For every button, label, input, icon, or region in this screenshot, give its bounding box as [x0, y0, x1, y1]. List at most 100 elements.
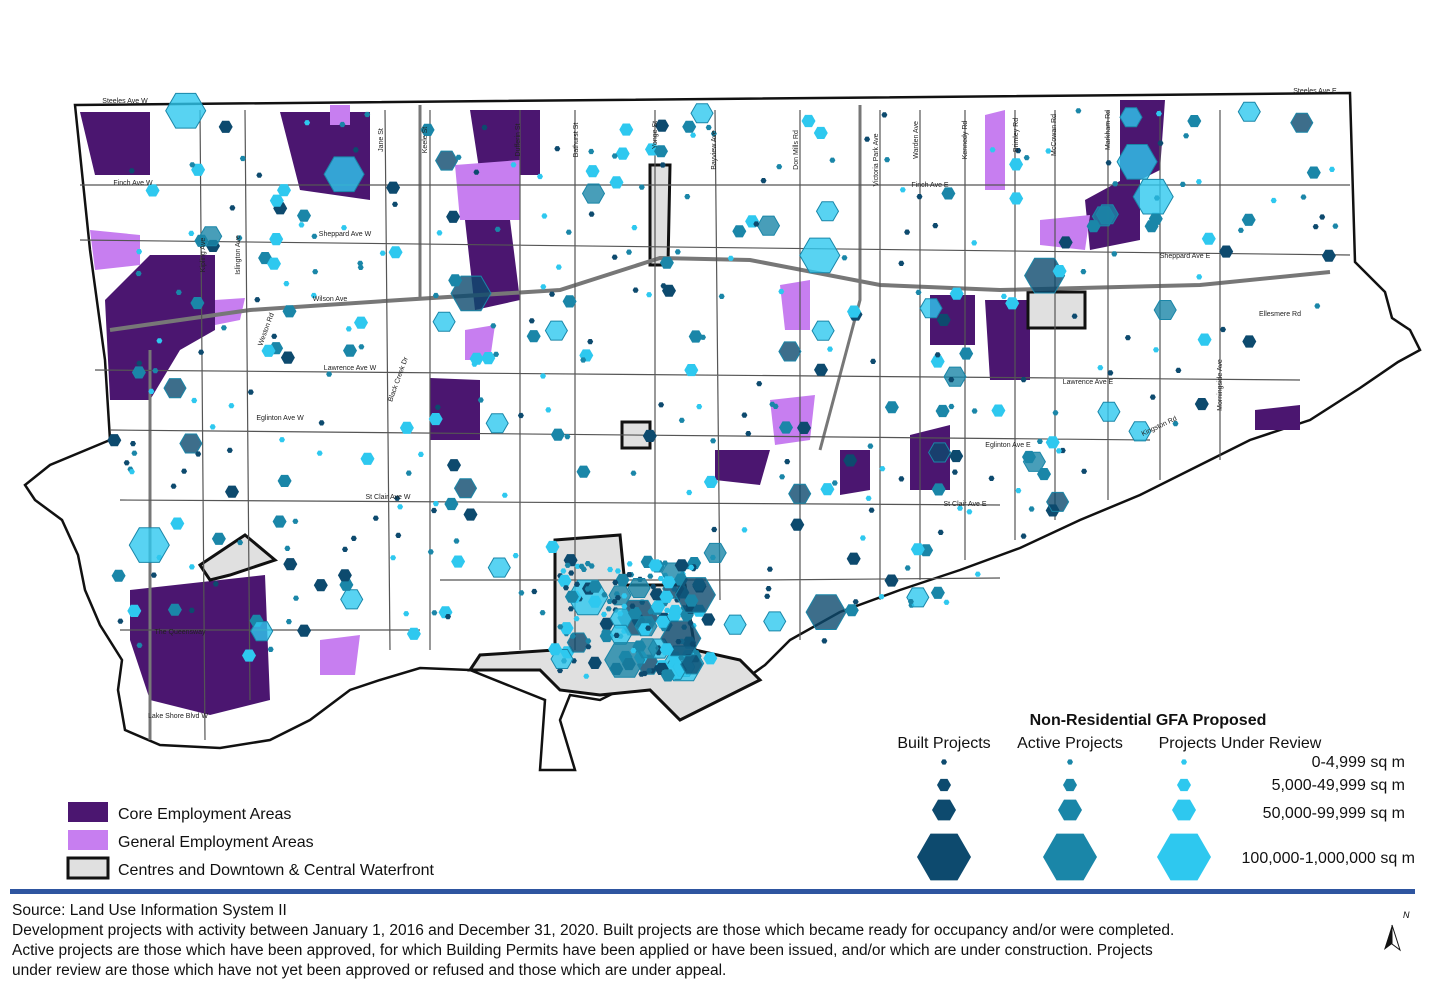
project-hex [957, 505, 963, 511]
project-hex [501, 492, 508, 498]
project-hex [949, 287, 964, 300]
project-hex [343, 344, 357, 357]
project-hex [659, 590, 674, 603]
project-hex [626, 561, 633, 567]
project-hex [688, 564, 695, 571]
street-label: Keele St [422, 127, 429, 154]
project-hex [545, 540, 560, 553]
project-hex [267, 257, 281, 270]
project-hex [555, 264, 562, 270]
project-hex [250, 621, 274, 642]
project-hex [878, 594, 885, 600]
project-hex [236, 235, 243, 241]
project-hex [431, 610, 438, 616]
project-hex [304, 120, 311, 126]
project-hex [674, 249, 681, 255]
project-hex [745, 431, 752, 437]
project-hex [696, 404, 703, 410]
project-hex [688, 330, 703, 343]
project-hex [813, 126, 828, 139]
gfa-legend: Non-Residential GFA Proposed Built Proje… [897, 712, 1415, 881]
project-hex [350, 535, 357, 541]
project-hex [267, 646, 274, 652]
project-hex [647, 609, 654, 615]
project-hex [360, 452, 375, 465]
project-hex [801, 114, 816, 128]
project-hex [868, 507, 875, 513]
project-hex [311, 233, 318, 239]
project-hex [420, 123, 435, 136]
project-hex [1290, 112, 1314, 133]
project-hex [198, 349, 205, 355]
street-label: Steeles Ave W [102, 98, 148, 105]
project-hex [843, 454, 858, 467]
project-hex [1300, 194, 1307, 200]
project-hex [195, 451, 202, 457]
project-hex [680, 654, 704, 675]
project-hex [390, 555, 397, 561]
project-hex [1195, 179, 1202, 185]
project-hex [659, 162, 666, 168]
project-hex [493, 351, 500, 357]
north-label: N [1403, 910, 1410, 920]
project-hex [684, 594, 699, 607]
project-hex [544, 320, 568, 341]
project-hex [1242, 335, 1257, 348]
project-hex [815, 201, 840, 222]
project-hex [567, 606, 574, 612]
project-hex [626, 249, 632, 255]
project-hex [539, 610, 546, 616]
project-hex [766, 566, 773, 572]
note-line: Development projects with activity betwe… [12, 922, 1174, 939]
project-hex [732, 225, 747, 238]
project-hex [686, 489, 693, 496]
project-hex [565, 229, 572, 235]
project-hex [651, 600, 666, 613]
legend-hex [1067, 759, 1073, 765]
project-hex [247, 389, 254, 395]
project-hex [271, 333, 278, 339]
project-hex [444, 497, 459, 511]
project-hex [548, 643, 563, 656]
project-hex [277, 184, 291, 197]
project-hex [930, 586, 945, 599]
project-hex [237, 539, 244, 546]
project-hex [711, 526, 718, 533]
project-hex [578, 563, 585, 569]
legend-title: Non-Residential GFA Proposed [1030, 712, 1267, 729]
street-label: Eglinton Ave E [985, 442, 1031, 449]
project-hex [655, 615, 670, 628]
project-hex [1312, 224, 1319, 230]
project-hex [277, 474, 292, 487]
project-hex [654, 145, 668, 158]
project-hex [284, 545, 291, 551]
project-hex [298, 222, 305, 228]
project-hex [621, 603, 628, 609]
project-hex [684, 364, 699, 377]
street-label: Bayview Ave [711, 130, 718, 170]
project-hex [1023, 155, 1030, 161]
project-hex [936, 313, 951, 326]
project-hex [394, 495, 401, 501]
project-hex [937, 529, 944, 535]
project-hex [209, 424, 216, 430]
project-hex [1091, 206, 1115, 227]
project-hex [587, 339, 594, 345]
project-hex [884, 157, 891, 163]
project-hex [678, 417, 685, 423]
project-hex [898, 260, 905, 266]
project-hex [881, 112, 888, 118]
project-hex [568, 570, 575, 576]
project-hex [971, 408, 978, 414]
project-hex [1306, 166, 1321, 179]
project-hex [179, 433, 203, 454]
project-hex [188, 607, 195, 613]
project-hex [152, 368, 159, 374]
project-hex [434, 404, 441, 410]
street-label: Jane St [378, 128, 385, 152]
project-hex [776, 164, 783, 170]
project-hex [648, 559, 663, 572]
project-hex [658, 402, 665, 408]
project-hex [790, 518, 805, 531]
project-hex [145, 184, 160, 197]
